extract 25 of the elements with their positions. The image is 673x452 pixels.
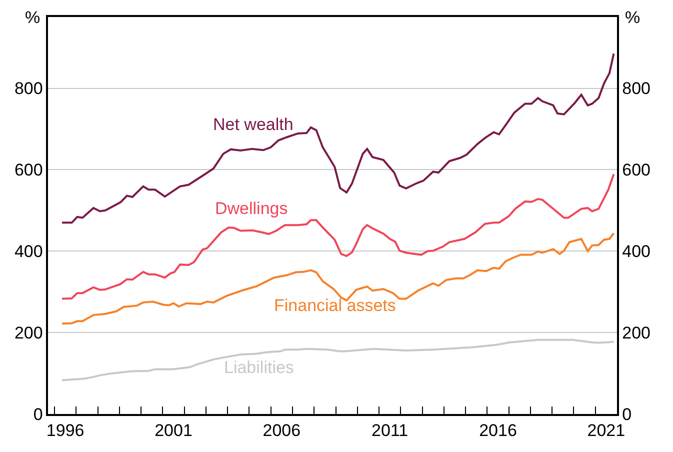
series-label: Financial assets <box>274 296 396 315</box>
y2-tick-label: 400 <box>622 242 651 262</box>
series-label: Dwellings <box>215 199 288 218</box>
y-tick-label: 200 <box>14 324 43 343</box>
x-tick-label: 2006 <box>262 421 301 440</box>
series-label: Net wealth <box>213 115 294 134</box>
line-series <box>61 338 615 382</box>
line-series <box>61 173 615 300</box>
line-series <box>61 52 615 224</box>
y2-tick-label: 600 <box>622 160 651 180</box>
y2-axis-title: % <box>625 8 640 27</box>
x-tick-label: 2016 <box>479 421 517 440</box>
y-tick-label: 600 <box>14 160 43 180</box>
y-tick-label: 800 <box>14 79 43 98</box>
x-tick-label: 2001 <box>154 421 192 440</box>
x-tick-label: 2021 <box>587 421 626 440</box>
y-tick-label: 0 <box>33 404 43 424</box>
y2-tick-label: 200 <box>622 324 651 343</box>
y2-tick-label: 800 <box>622 79 651 98</box>
line-series <box>61 232 615 325</box>
y-axis-title: % <box>25 8 40 27</box>
y-tick-label: 400 <box>14 242 43 262</box>
y2-tick-label: 0 <box>622 404 632 424</box>
x-tick-label: 2011 <box>372 421 408 440</box>
x-tick-label: 1996 <box>46 421 84 440</box>
